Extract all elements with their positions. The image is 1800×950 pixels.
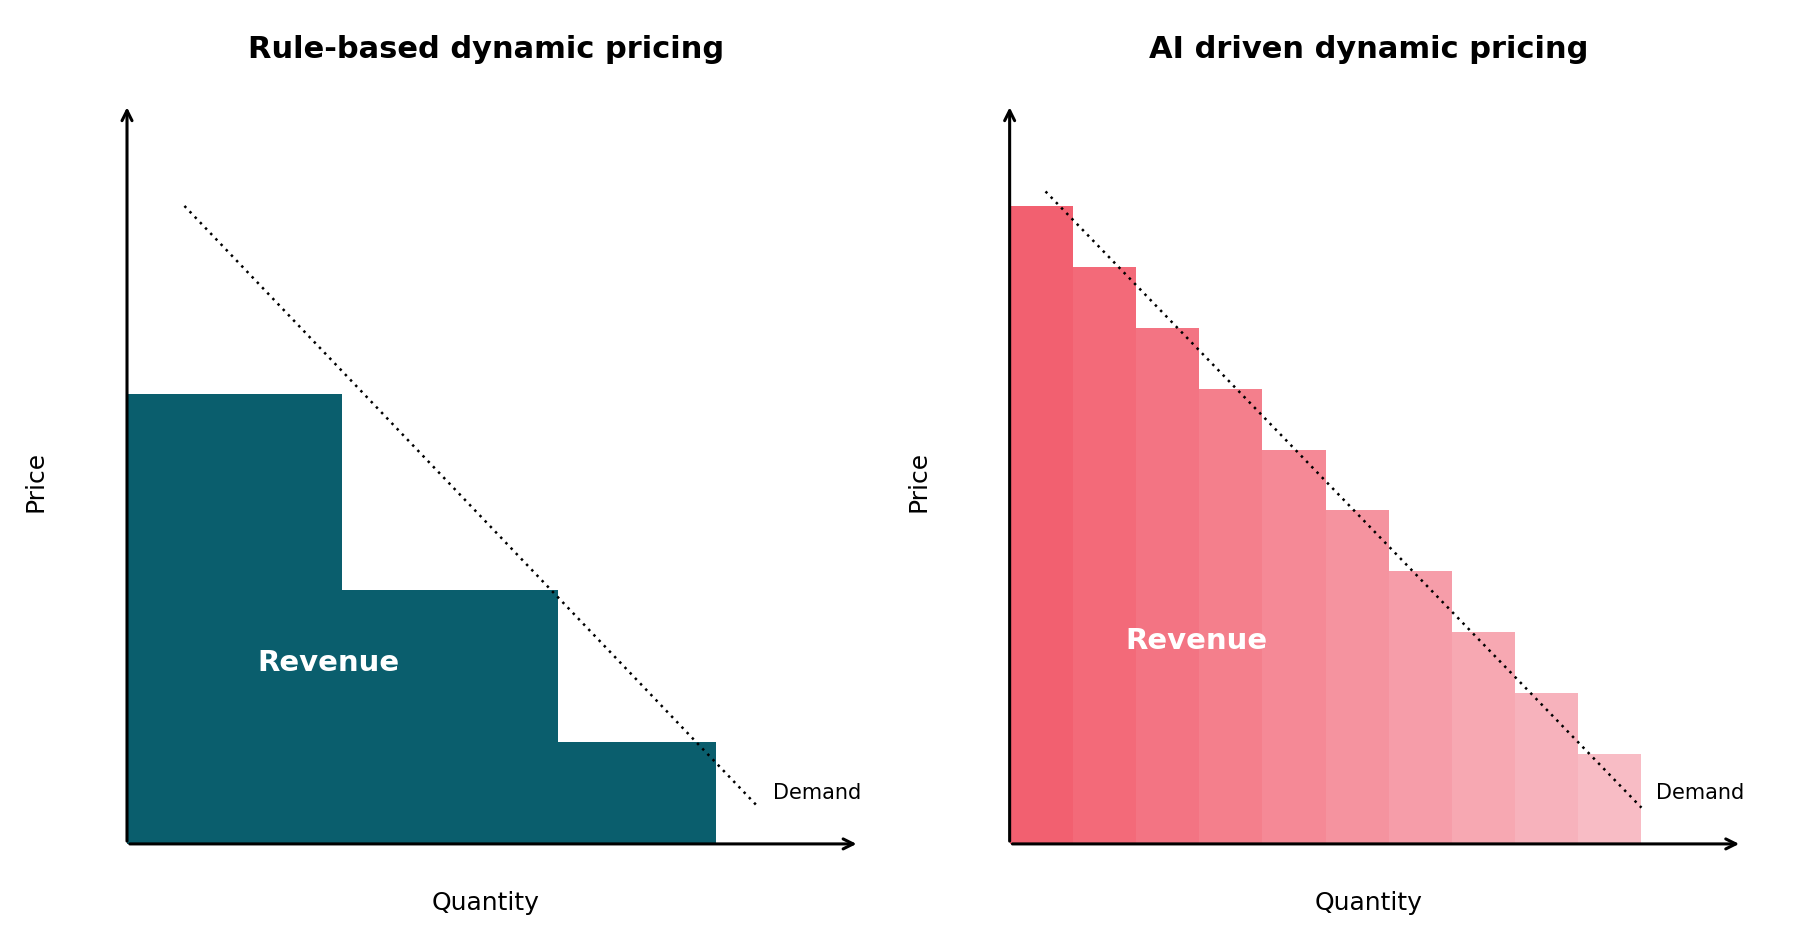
Bar	[1010, 328, 1199, 844]
Text: Price: Price	[907, 451, 931, 512]
Text: Price: Price	[23, 451, 49, 512]
Bar	[1010, 449, 1325, 844]
X-axis label: Quantity: Quantity	[1314, 891, 1422, 915]
Bar	[558, 743, 716, 844]
Bar	[1010, 389, 1262, 844]
X-axis label: Quantity: Quantity	[432, 891, 540, 915]
Bar	[1010, 571, 1453, 844]
Title: Rule-based dynamic pricing: Rule-based dynamic pricing	[248, 35, 724, 64]
Bar	[1010, 694, 1579, 844]
Text: Revenue: Revenue	[257, 649, 400, 676]
Title: AI driven dynamic pricing: AI driven dynamic pricing	[1148, 35, 1588, 64]
Bar	[128, 394, 342, 844]
Bar	[1010, 267, 1136, 844]
Bar	[1010, 510, 1390, 844]
Bar	[342, 590, 558, 844]
Text: Revenue: Revenue	[1125, 627, 1267, 655]
Bar	[1010, 754, 1642, 844]
Text: Demand: Demand	[774, 783, 862, 803]
Text: Demand: Demand	[1656, 783, 1744, 803]
Bar	[1010, 633, 1516, 844]
Bar	[1010, 206, 1073, 844]
